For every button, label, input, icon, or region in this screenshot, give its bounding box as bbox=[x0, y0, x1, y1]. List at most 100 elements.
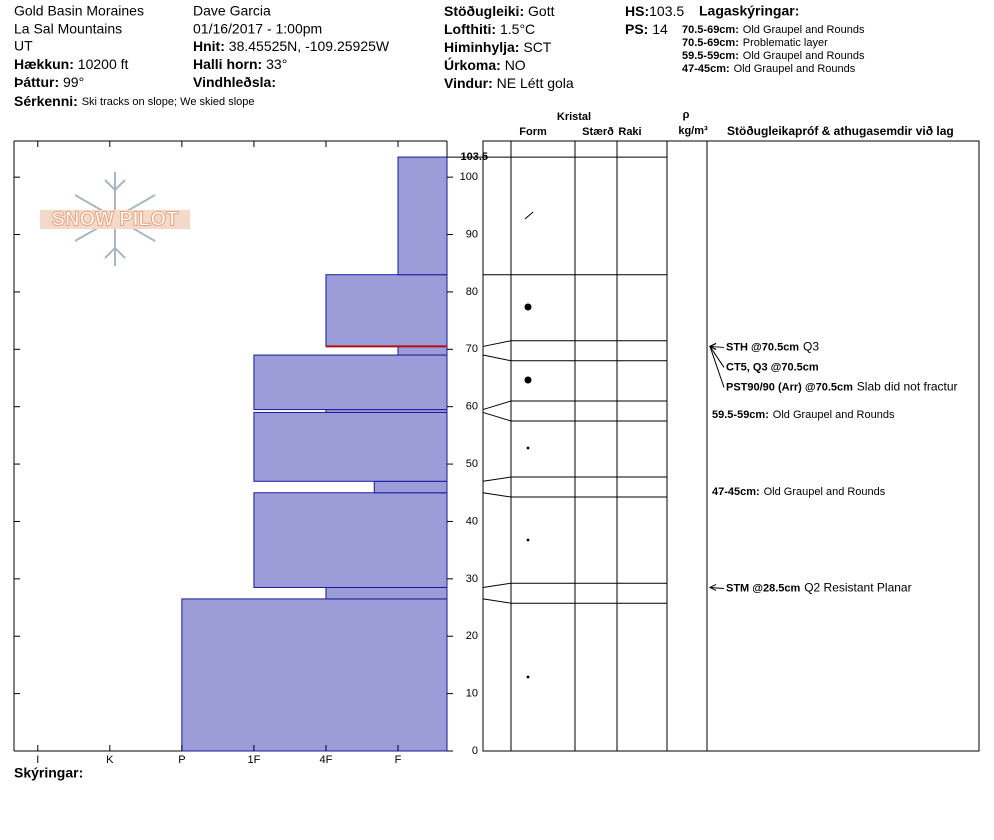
observer: Dave Garcia bbox=[193, 3, 271, 19]
field: Stöðugleiki: Gott bbox=[444, 3, 555, 19]
field: Vindur: NE Létt gola bbox=[444, 75, 574, 91]
hardness-bar bbox=[253, 411, 448, 482]
test-name: CT5, Q3 @70.5cm bbox=[726, 361, 819, 373]
label: 47-45cm: bbox=[712, 486, 760, 498]
value: NE Létt gola bbox=[497, 75, 574, 91]
column-header: Stöðugleikapróf & athugasemdir við lag bbox=[727, 124, 954, 138]
test: STH @70.5cm Q3 bbox=[726, 338, 819, 354]
column-header: kg/m³ bbox=[678, 125, 708, 137]
test-arrow bbox=[709, 346, 725, 388]
label: 70.5-69cm: bbox=[682, 24, 739, 36]
test-note: Q2 Resistant Planar bbox=[804, 581, 911, 595]
value: Old Graupel and Rounds bbox=[734, 63, 856, 75]
test-name: STH @70.5cm bbox=[726, 341, 799, 353]
column-header: Kristal bbox=[557, 111, 591, 123]
x-tick-label: 1F bbox=[247, 754, 260, 766]
value: 14 bbox=[652, 21, 668, 37]
value: 99° bbox=[63, 74, 84, 90]
form-symbol bbox=[524, 303, 532, 311]
arrow-head bbox=[708, 342, 717, 350]
label: 59.5-59cm: bbox=[712, 409, 769, 421]
layer-connector bbox=[482, 340, 512, 347]
label: HS: bbox=[625, 3, 649, 19]
column-frame bbox=[482, 140, 980, 752]
hardness-bar bbox=[253, 354, 448, 411]
legend-label: Skýringar: bbox=[14, 765, 83, 781]
x-tick-label: F bbox=[395, 754, 402, 766]
value: 33° bbox=[266, 56, 287, 72]
field: Hnit: 38.45525N, -109.25925W bbox=[193, 38, 390, 54]
y-tick-label: 80 bbox=[466, 286, 478, 298]
label: Hækkun: bbox=[14, 56, 74, 72]
label: Stöðugleiki: bbox=[444, 3, 524, 19]
x-tick-label: K bbox=[106, 754, 114, 766]
datetime: 01/16/2017 - 1:00pm bbox=[193, 21, 322, 37]
field: 70.5-69cm: Problematic layer bbox=[682, 34, 828, 50]
value: SCT bbox=[523, 39, 551, 55]
ps: PS: 14 bbox=[625, 21, 668, 37]
field: 59.5-59cm: Old Graupel and Rounds bbox=[682, 47, 865, 63]
value: Old Graupel and Rounds bbox=[773, 409, 895, 421]
test: PST90/90 (Arr) @70.5cm Slab did not frac… bbox=[726, 378, 958, 394]
column-header: Stærð bbox=[582, 126, 614, 138]
label: Halli horn: bbox=[193, 56, 262, 72]
hardness-bar bbox=[325, 586, 448, 600]
label: PS: bbox=[625, 21, 648, 37]
test-note: Slab did not fractur bbox=[857, 380, 958, 394]
label: Hnit: bbox=[193, 38, 225, 54]
field: 47-45cm: Old Graupel and Rounds bbox=[712, 483, 886, 499]
label: Þáttur: bbox=[14, 74, 59, 90]
grain-forms bbox=[524, 211, 534, 679]
value: 1.5°C bbox=[500, 21, 535, 37]
layer-connector bbox=[482, 492, 512, 498]
form-symbol bbox=[524, 211, 534, 220]
x-tick-label: P bbox=[178, 754, 185, 766]
value: Ski tracks on slope; We skied slope bbox=[82, 96, 255, 108]
state: UT bbox=[14, 38, 33, 54]
x-tick-label: 4F bbox=[320, 754, 333, 766]
label: 47-45cm: bbox=[682, 63, 730, 75]
form-symbol bbox=[526, 675, 530, 679]
field: 47-45cm: Old Graupel and Rounds bbox=[682, 60, 856, 76]
field: 70.5-69cm: Old Graupel and Rounds bbox=[682, 21, 865, 37]
label: 59.5-59cm: bbox=[682, 50, 739, 62]
y-tick-label: 70 bbox=[466, 343, 478, 355]
field: Himinhylja: SCT bbox=[444, 39, 552, 55]
value: Old Graupel and Rounds bbox=[743, 50, 865, 62]
value: Gott bbox=[528, 3, 555, 19]
value: Old Graupel and Rounds bbox=[764, 486, 886, 498]
layer-connector bbox=[482, 476, 512, 482]
hs: HS:103.5 bbox=[625, 3, 684, 19]
place: Gold Basin Moraines bbox=[14, 3, 144, 19]
x-tick-label: I bbox=[36, 754, 39, 766]
hardness-bar bbox=[397, 156, 448, 276]
field: Lofthiti: 1.5°C bbox=[444, 21, 535, 37]
field: Úrkoma: NO bbox=[444, 56, 526, 73]
y-tick-label: 10 bbox=[466, 688, 478, 700]
test-name: STM @28.5cm bbox=[726, 582, 801, 594]
label: Úrkoma: bbox=[444, 56, 501, 73]
y-tick-label: 50 bbox=[466, 458, 478, 470]
y-tick-label: 30 bbox=[466, 573, 478, 585]
hardness-bar bbox=[397, 345, 448, 356]
label: Vindhleðsla: bbox=[193, 74, 276, 90]
column-header: ρ bbox=[683, 109, 690, 121]
hardness-bar bbox=[373, 480, 448, 494]
y-tick-label: 40 bbox=[466, 515, 478, 527]
test-arrow bbox=[709, 346, 725, 368]
field: Þáttur: 99° bbox=[14, 74, 84, 90]
test-note: Q3 bbox=[803, 340, 819, 354]
test-arrow bbox=[709, 586, 725, 589]
test-arrow bbox=[709, 345, 725, 348]
label: Sérkenni: bbox=[14, 93, 78, 109]
field: Hækkun: 10200 ft bbox=[14, 56, 129, 72]
test-name: PST90/90 (Arr) @70.5cm bbox=[726, 381, 853, 393]
y-tick-label: 100 bbox=[460, 171, 478, 183]
y-tick-label: 20 bbox=[466, 630, 478, 642]
range: La Sal Mountains bbox=[14, 21, 122, 37]
value: 10200 ft bbox=[78, 56, 129, 72]
field: Halli horn: 33° bbox=[193, 56, 287, 72]
y-tick-label: 60 bbox=[466, 401, 478, 413]
